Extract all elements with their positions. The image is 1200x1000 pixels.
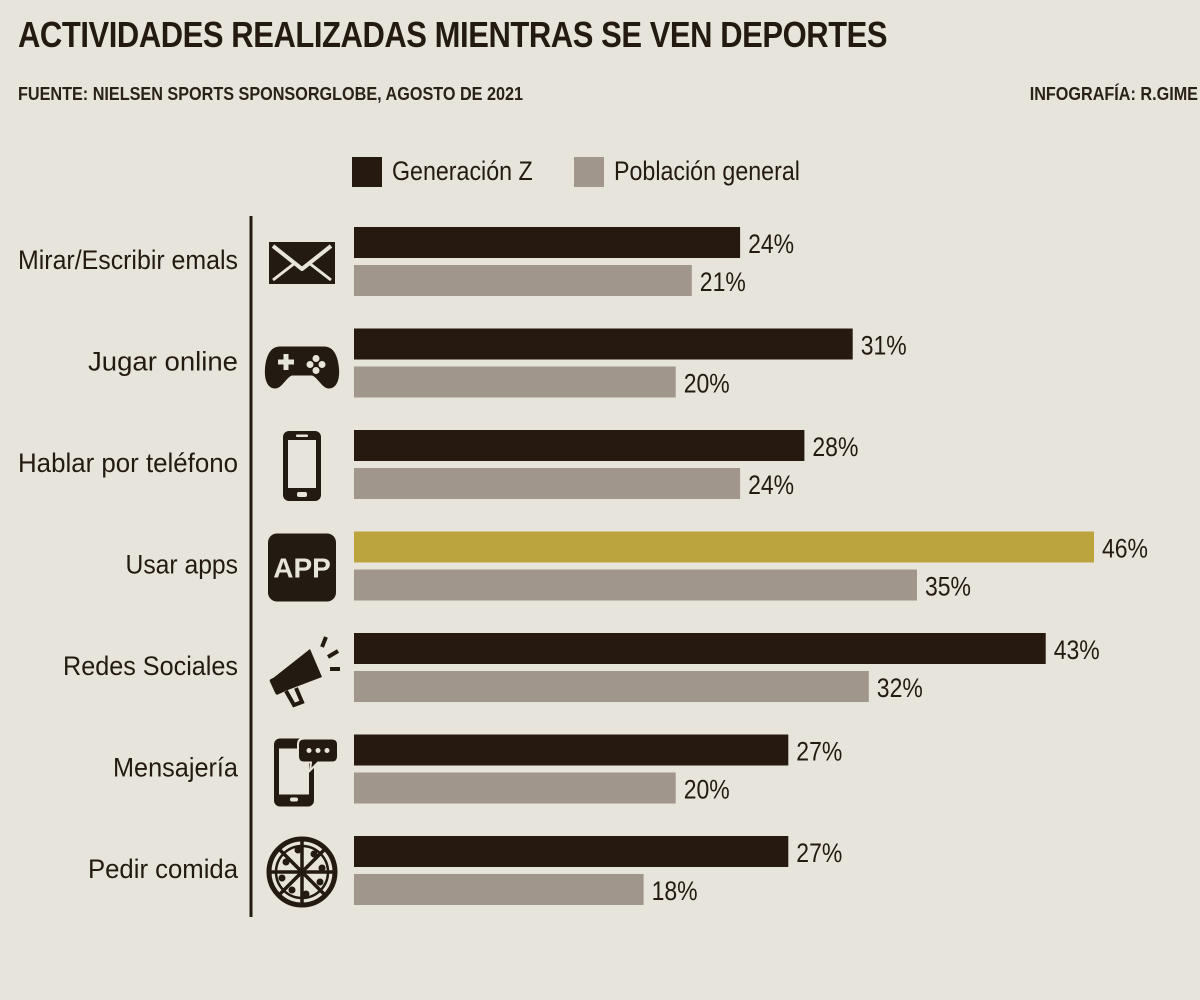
credit-note: INFOGRAFÍA: R.GIME — [1029, 84, 1198, 104]
value-label: 21% — [700, 267, 746, 297]
category-label: Mirar/Escribir emals — [18, 245, 238, 275]
legend-swatch-gen-z — [352, 156, 382, 187]
bar-general — [354, 569, 917, 601]
bar-general — [354, 671, 869, 702]
value-label: 31% — [861, 331, 907, 361]
category-label: Pedir comida — [88, 854, 239, 884]
value-label: 20% — [684, 369, 730, 399]
category-group: Hablar por teléfono 28% 24% — [18, 430, 858, 501]
category-label: Jugar online — [88, 347, 238, 377]
app-icon: APP — [268, 533, 336, 602]
category-label: Mensajería — [113, 753, 239, 783]
category-group: Redes Sociales 43% 32% — [63, 633, 1100, 708]
category-group: Jugar online 31% 20% — [88, 328, 907, 399]
value-label: 24% — [748, 229, 794, 259]
value-label: 32% — [877, 673, 923, 703]
bar-general — [354, 366, 676, 398]
legend-swatch-general — [573, 156, 604, 187]
chart-title: ACTIVIDADES REALIZADAS MIENTRAS SE VEN D… — [18, 14, 888, 55]
svg-text:APP: APP — [273, 553, 331, 584]
bar-gen-z — [354, 227, 741, 258]
legend: Generación Z Población general — [352, 156, 848, 187]
category-label: Redes Sociales — [63, 651, 238, 681]
chat-phone-icon — [274, 737, 339, 807]
value-label: 35% — [925, 572, 971, 602]
bar-general — [354, 468, 741, 499]
legend-label-gen-z: Generación Z — [392, 156, 533, 186]
bar-gen-z — [354, 531, 1094, 563]
value-label: 27% — [796, 737, 842, 767]
legend-item-gen-z: Generación Z — [352, 156, 556, 187]
bar-gen-z — [354, 734, 789, 766]
bar-general — [354, 874, 644, 905]
envelope-icon — [269, 242, 335, 284]
bar-general — [354, 265, 692, 296]
smartphone-icon — [283, 431, 321, 501]
category-group: Mirar/Escribir emals 24%21% — [18, 227, 794, 297]
bar-general — [354, 772, 676, 804]
value-label: 27% — [796, 838, 842, 868]
value-label: 28% — [812, 432, 858, 462]
legend-item-general: Población general — [573, 156, 830, 187]
value-label: 24% — [748, 470, 794, 500]
value-label: 46% — [1102, 534, 1148, 564]
category-group: Pedir comida 27% 18% — [88, 836, 842, 908]
category-label: Hablar por teléfono — [18, 448, 238, 478]
gamepad-icon — [264, 346, 340, 389]
bar-gen-z — [354, 328, 853, 360]
value-label: 20% — [684, 775, 730, 805]
megaphone-icon — [269, 636, 340, 708]
bar-gen-z — [354, 836, 789, 867]
legend-label-general: Población general — [613, 156, 800, 186]
pizza-icon — [266, 836, 338, 908]
category-label: Usar apps — [126, 550, 239, 580]
category-group: Mensajería 27% 20% — [113, 734, 842, 807]
bar-gen-z — [354, 430, 805, 461]
category-group: Usar apps APP 46% 35% — [126, 531, 1148, 602]
source-note: FUENTE: NIELSEN SPORTS SPONSORGLOBE, AGO… — [18, 84, 523, 104]
value-label: 43% — [1054, 635, 1100, 665]
value-label: 18% — [652, 876, 698, 906]
bar-gen-z — [354, 633, 1046, 664]
